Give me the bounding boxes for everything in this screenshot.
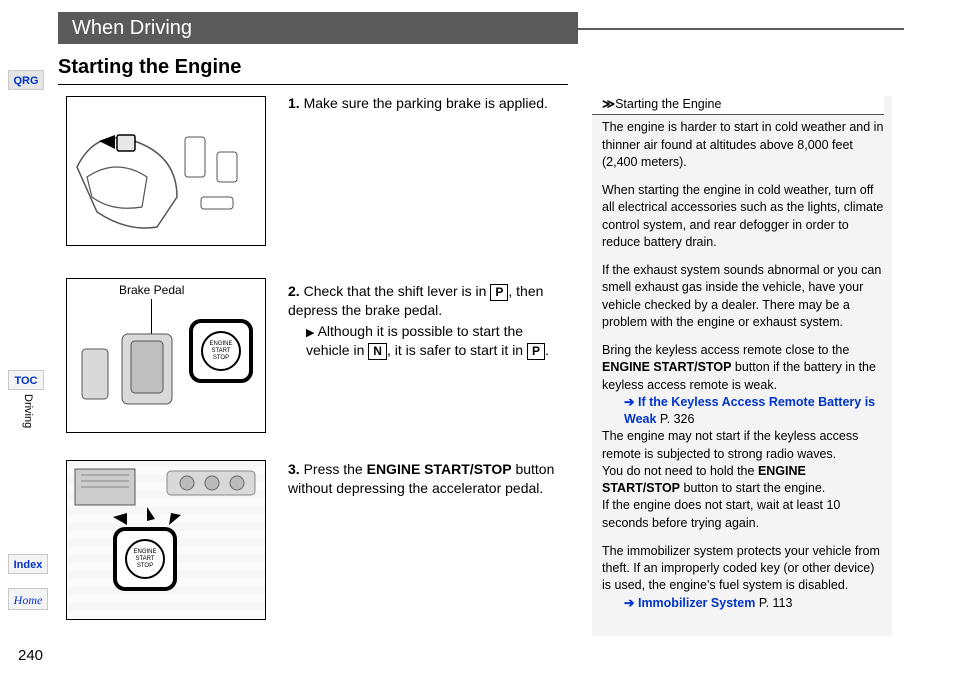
keycap-n: N bbox=[368, 343, 387, 360]
link-arrow-icon: ➔ bbox=[624, 596, 634, 610]
step-3: 3. Press the ENGINE START/STOP button wi… bbox=[288, 460, 568, 498]
keycap-p: P bbox=[490, 284, 508, 301]
engine-start-stop-text: ENGINE START/STOP bbox=[367, 461, 512, 477]
step-subtext: . bbox=[545, 342, 549, 358]
engine-button-label: ENGINE START STOP bbox=[201, 331, 241, 371]
cross-reference-link[interactable]: ➔ Immobilizer System P. 113 bbox=[602, 595, 884, 612]
link-page: P. 113 bbox=[759, 596, 793, 610]
notes-heading-text: Starting the Engine bbox=[615, 97, 721, 111]
note-paragraph: The engine may not start if the keyless … bbox=[602, 428, 884, 463]
note-paragraph: You do not need to hold the ENGINE START… bbox=[602, 463, 884, 498]
note-paragraph: If the exhaust system sounds abnormal or… bbox=[602, 262, 884, 331]
chapter-header: When Driving bbox=[58, 12, 578, 44]
link-arrow-icon: ➔ bbox=[624, 395, 634, 409]
nav-toc-button[interactable]: TOC bbox=[8, 370, 44, 390]
note-text: button to start the engine. bbox=[680, 481, 825, 495]
nav-section-label: Driving bbox=[22, 394, 34, 428]
nav-index-button[interactable]: Index bbox=[8, 554, 48, 574]
nav-home-button[interactable]: Home bbox=[8, 588, 48, 610]
step-text: Press the bbox=[304, 461, 367, 477]
cross-reference-link[interactable]: ➔ If the Keyless Access Remote Battery i… bbox=[602, 394, 884, 429]
step-number: 1. bbox=[288, 95, 300, 111]
note-paragraph: If the engine does not start, wait at le… bbox=[602, 497, 884, 532]
engine-button-label: ENGINE START STOP bbox=[125, 539, 165, 579]
note-paragraph: When starting the engine in cold weather… bbox=[602, 182, 884, 251]
link-page: P. 326 bbox=[660, 412, 695, 426]
triangle-bullet-icon: ▶ bbox=[306, 327, 314, 339]
step-subtext: , it is safer to start it in bbox=[387, 342, 527, 358]
step-text: Check that the shift lever is in bbox=[304, 283, 491, 299]
notes-heading: ≫Starting the Engine bbox=[592, 96, 884, 115]
notes-sidebar: ≫Starting the Engine The engine is harde… bbox=[592, 96, 892, 636]
engine-start-stop-icon: ENGINE START STOP bbox=[189, 319, 253, 383]
note-text: Bring the keyless access remote close to… bbox=[602, 343, 849, 357]
note-paragraph: The engine is harder to start in cold we… bbox=[602, 119, 884, 171]
step-number: 3. bbox=[288, 461, 300, 477]
step-2: 2. Check that the shift lever is in P, t… bbox=[288, 282, 568, 360]
section-title: Starting the Engine bbox=[58, 56, 241, 79]
engine-start-stop-icon: ENGINE START STOP bbox=[113, 527, 177, 591]
step-text: Make sure the parking brake is applied. bbox=[304, 95, 548, 111]
illustration-engine-button: ENGINE START STOP bbox=[66, 460, 266, 620]
illustration-brake-pedal: Brake Pedal ENGINE START STOP bbox=[66, 278, 266, 433]
step-1: 1. Make sure the parking brake is applie… bbox=[288, 94, 568, 113]
step-number: 2. bbox=[288, 283, 300, 299]
engine-start-stop-text: ENGINE START/STOP bbox=[602, 360, 731, 374]
section-rule bbox=[58, 84, 568, 85]
note-text: You do not need to hold the bbox=[602, 464, 758, 478]
chevron-icon: ≫ bbox=[602, 97, 615, 111]
nav-qrg-button[interactable]: QRG bbox=[8, 70, 44, 90]
note-paragraph: The immobilizer system protects your veh… bbox=[602, 543, 884, 595]
keycap-p: P bbox=[527, 343, 545, 360]
page-number: 240 bbox=[18, 647, 43, 664]
link-text: Immobilizer System bbox=[638, 596, 755, 610]
illustration-parking-brake bbox=[66, 96, 266, 246]
note-paragraph: Bring the keyless access remote close to… bbox=[602, 342, 884, 394]
